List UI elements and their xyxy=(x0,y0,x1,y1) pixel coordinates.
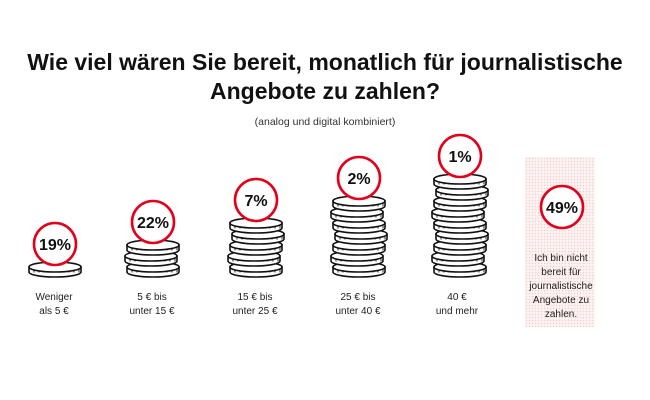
category-label-line: 40 € xyxy=(447,292,467,303)
category-label-line: unter 25 € xyxy=(232,306,278,317)
category-label-line: unter 40 € xyxy=(335,306,381,317)
percentage-circle xyxy=(539,184,585,230)
category-label-line: als 5 € xyxy=(39,306,69,317)
category-label-line: journalistische xyxy=(529,281,593,292)
percentage-label: 2% xyxy=(347,171,370,188)
percentage-label: 7% xyxy=(244,193,267,210)
percentage-circle xyxy=(32,221,78,267)
coin-stack: 49% xyxy=(539,184,585,230)
category-label-line: bereit für xyxy=(541,267,581,278)
percentage-label: 1% xyxy=(448,149,471,166)
category-label-line: Ich bin nicht xyxy=(534,253,588,264)
category-label-line: Weniger xyxy=(35,292,73,303)
percentage-circle xyxy=(336,155,382,201)
category-label-4: 40 € und mehr xyxy=(412,291,502,319)
percentage-circle xyxy=(130,199,176,245)
category-label-1: 5 € bis unter 15 € xyxy=(107,291,197,319)
category-label-0: Weniger als 5 € xyxy=(9,291,99,319)
chart-subtitle: (analog und digital kombiniert) xyxy=(254,116,396,128)
category-label-line: 15 € bis xyxy=(237,292,273,303)
category-label-line: Angebote zu xyxy=(532,295,590,306)
coin-stack: 2% xyxy=(330,155,388,278)
category-label-line: unter 15 € xyxy=(129,306,175,317)
percentage-label: 22% xyxy=(137,215,169,232)
chart-title: Wie viel wären Sie bereit, monatlich für… xyxy=(27,49,623,104)
percentage-circle xyxy=(437,133,483,179)
percentage-label: 19% xyxy=(39,237,71,254)
coin-stack: 7% xyxy=(227,177,285,278)
coin-stack: 19% xyxy=(28,221,82,278)
category-label-line: 25 € bis xyxy=(340,292,376,303)
category-label-2: 15 € bis unter 25 € xyxy=(210,291,300,319)
percentage-label: 49% xyxy=(546,200,578,217)
category-label-5: Ich bin nicht bereit für journalistische… xyxy=(516,252,606,322)
category-label-line: zahlen. xyxy=(544,309,578,320)
category-label-3: 25 € bis unter 40 € xyxy=(313,291,403,319)
coin-stack: 22% xyxy=(124,199,180,278)
percentage-circle xyxy=(233,177,279,223)
category-label-line: 5 € bis xyxy=(137,292,167,303)
category-label-line: und mehr xyxy=(435,306,479,317)
coin-stack: 1% xyxy=(431,133,489,278)
